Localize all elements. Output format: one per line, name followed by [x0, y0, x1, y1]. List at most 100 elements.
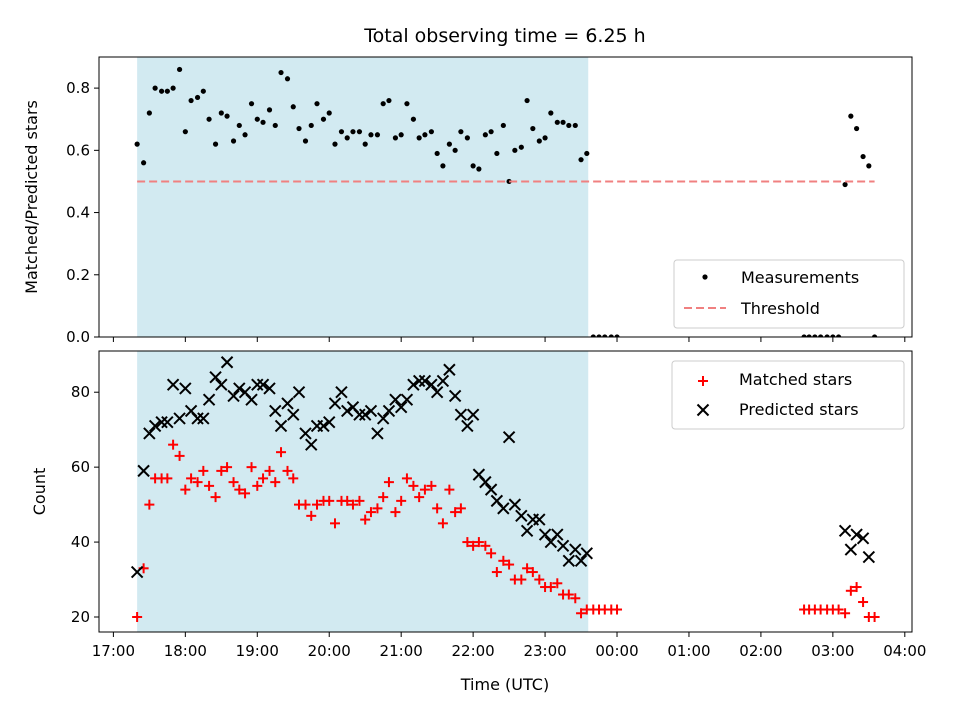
matched-point — [432, 503, 443, 514]
predicted-point — [436, 374, 450, 388]
measurement-point — [170, 85, 176, 91]
matched-point — [324, 495, 335, 506]
matched-point — [222, 462, 233, 473]
measurement-point — [380, 101, 386, 107]
predicted-point — [497, 502, 510, 515]
predicted-point — [335, 386, 348, 399]
matched-point — [132, 612, 143, 623]
predicted-point — [179, 382, 192, 395]
matched-point — [270, 477, 281, 488]
matched-point — [228, 477, 239, 488]
matched-point — [576, 608, 587, 619]
predicted-point — [394, 400, 408, 414]
measurement-point — [440, 163, 446, 169]
predicted-point — [862, 550, 876, 564]
measurement-point — [404, 101, 410, 107]
measurement-point — [308, 122, 314, 129]
matched-point — [192, 477, 203, 488]
measurement-point — [446, 141, 452, 147]
legend: Measurements Threshold — [673, 259, 905, 329]
predicted-point — [551, 528, 564, 541]
predicted-point — [479, 475, 492, 489]
observing-span — [137, 351, 589, 632]
y-tick-label: 0.8 — [66, 79, 90, 97]
matched-point — [522, 563, 533, 574]
legend-marker-matched — [698, 376, 708, 386]
predicted-point — [166, 378, 180, 391]
measurement-point — [801, 334, 807, 337]
matched-point — [390, 507, 401, 518]
bottom-panel: 20 40 60 80 17:00 18:00 19:00 20:00 21:00 22:00 23… — [30, 350, 926, 660]
measurement-point — [871, 334, 878, 337]
matched-point — [378, 492, 389, 503]
matched-point — [180, 484, 191, 495]
matched-point — [563, 589, 574, 600]
matched-point — [426, 480, 437, 491]
legend-label-predicted: Predicted stars — [739, 400, 859, 419]
predicted-point — [341, 404, 354, 418]
measurement-point — [141, 160, 147, 166]
matched-point — [480, 540, 491, 551]
predicted-point — [466, 408, 480, 421]
x-tick-label: 23:00 — [523, 642, 566, 660]
x-tick-label: 22:00 — [452, 642, 495, 660]
measurement-point — [296, 125, 302, 132]
measurement-point — [572, 122, 578, 129]
predicted-point — [838, 524, 852, 538]
legend-label-matched: Matched stars — [739, 370, 852, 389]
matched-point — [468, 540, 479, 551]
matched-point — [401, 473, 412, 484]
predicted-point — [484, 483, 498, 496]
matched-point — [833, 604, 844, 615]
matched-point — [252, 480, 263, 491]
predicted-point — [376, 412, 390, 425]
matched-point — [491, 567, 502, 578]
top-panel: 0.0 0.2 0.4 0.6 0.8 Matched/Predicted stars Me… — [22, 56, 913, 346]
measurement-point — [368, 132, 374, 138]
predicted-point — [161, 415, 174, 429]
matched-point — [383, 477, 394, 488]
predicted-point — [515, 509, 528, 523]
matched-point — [473, 537, 484, 548]
predicted-point — [520, 524, 534, 538]
matched-point — [246, 462, 257, 473]
matched-point — [486, 548, 497, 559]
measurement-point — [590, 334, 596, 337]
measurement-point — [254, 116, 260, 122]
measurement-point — [530, 125, 536, 132]
measurement-point — [512, 147, 518, 153]
measurement-point — [554, 119, 560, 125]
measurement-point — [452, 147, 458, 153]
measurement-point — [194, 94, 201, 101]
predicted-point — [538, 528, 552, 541]
measurement-point — [500, 122, 506, 129]
matched-point — [408, 480, 419, 491]
matched-point — [498, 555, 509, 566]
measurement-point — [302, 138, 309, 144]
measurement-point — [428, 129, 434, 135]
matched-point — [347, 499, 358, 510]
predicted-point — [574, 554, 588, 568]
matched-point — [174, 450, 185, 461]
predicted-point — [850, 528, 863, 541]
predicted-point — [508, 498, 522, 511]
measurement-point — [566, 122, 572, 129]
measurement-point — [848, 113, 854, 119]
matched-point — [306, 510, 317, 521]
measurement-point — [458, 129, 464, 135]
matched-point — [552, 578, 563, 589]
predicted-point — [364, 404, 378, 418]
predicted-point — [562, 554, 576, 568]
matched-point — [845, 585, 856, 596]
chart-title: Total observing time = 6.25 h — [363, 25, 645, 47]
matched-point — [396, 495, 407, 506]
measurement-point — [134, 141, 140, 147]
measurement-point — [362, 141, 368, 147]
x-tick-label: 21:00 — [380, 642, 423, 660]
matched-point — [365, 507, 376, 518]
predicted-point — [137, 464, 150, 478]
measurement-point — [560, 119, 566, 125]
y-tick-label: 0.0 — [66, 328, 90, 346]
measurement-point — [542, 135, 548, 141]
